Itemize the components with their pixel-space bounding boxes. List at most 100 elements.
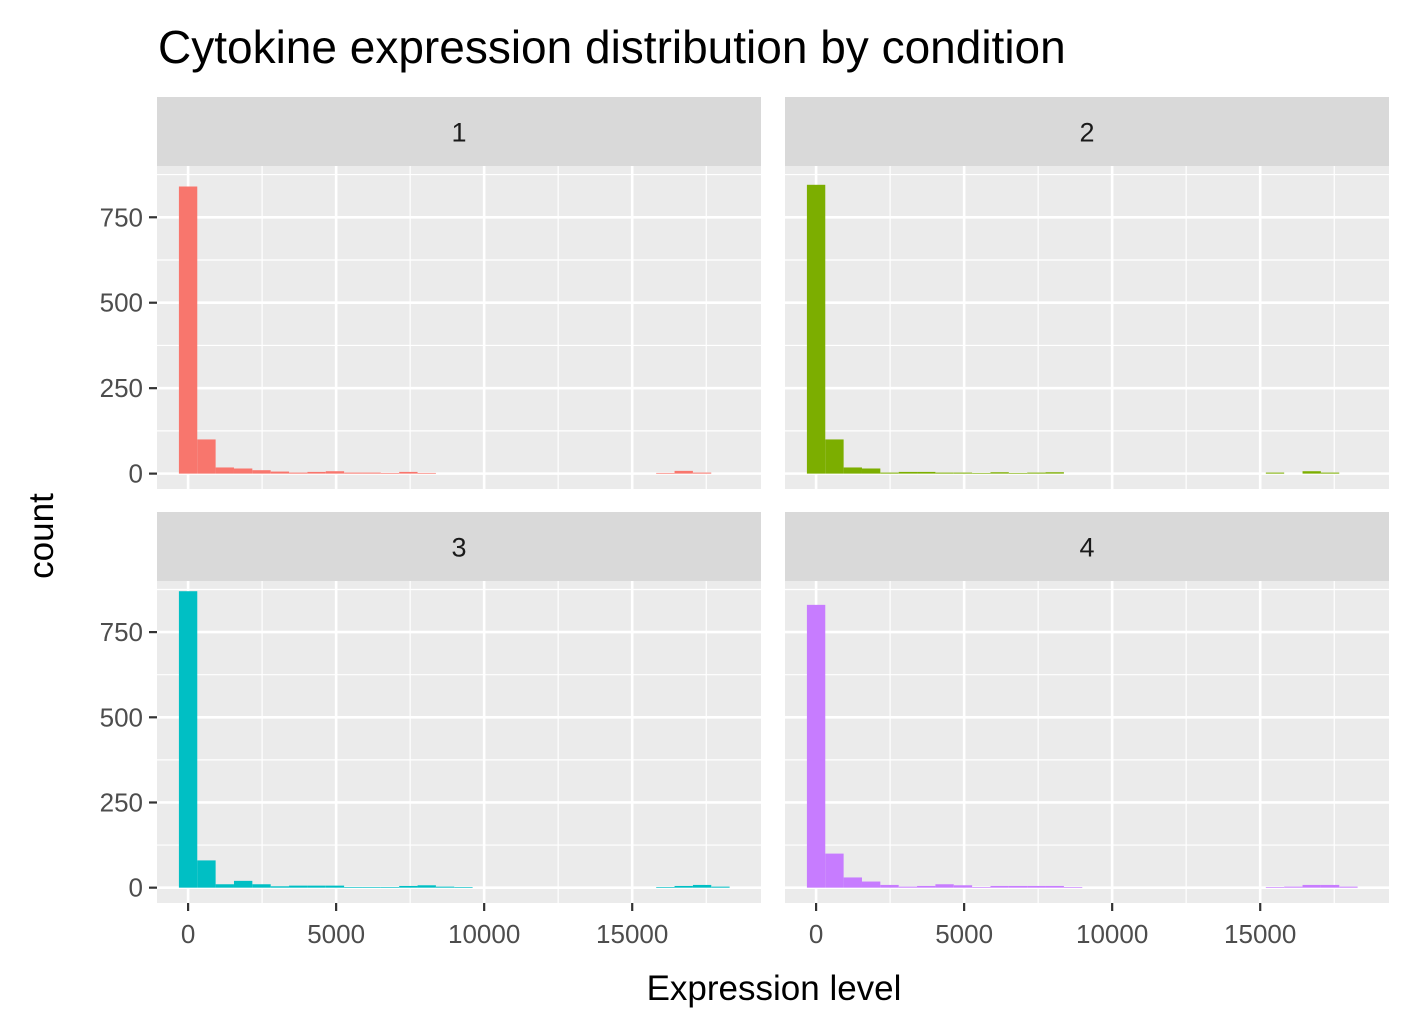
histogram-bar xyxy=(1008,885,1028,888)
histogram-bar xyxy=(380,472,400,474)
y-axis-tick-label: 250 xyxy=(100,373,143,403)
histogram-bar xyxy=(1027,472,1046,474)
facet-panel-2: 2 xyxy=(785,97,1389,489)
y-axis-tick-label: 750 xyxy=(100,202,143,232)
panel-background xyxy=(785,166,1389,489)
histogram-bar xyxy=(325,471,345,474)
histogram-bar xyxy=(1045,885,1064,888)
histogram-bar xyxy=(270,886,290,888)
histogram-bar xyxy=(1265,472,1285,474)
x-axis-tick-label: 5000 xyxy=(935,919,993,949)
histogram-bar xyxy=(252,884,271,888)
histogram-bar xyxy=(917,471,936,474)
histogram-bar xyxy=(825,853,844,888)
histogram-bar xyxy=(1063,886,1083,888)
histogram-bar xyxy=(435,886,455,888)
x-axis-tick-label: 5000 xyxy=(307,919,365,949)
facet-strip-label: 4 xyxy=(1079,533,1094,563)
histogram-bar xyxy=(917,885,936,888)
histogram-bar xyxy=(674,885,693,888)
y-axis-tick-label: 750 xyxy=(100,617,143,647)
histogram-bar xyxy=(1320,884,1340,888)
y-axis-tick-label: 500 xyxy=(100,288,143,318)
histogram-bar xyxy=(1302,471,1321,474)
histogram-bar xyxy=(674,470,693,474)
histogram-bar xyxy=(197,860,216,888)
histogram-bar xyxy=(1265,886,1285,888)
histogram-bar xyxy=(972,886,991,888)
panel-background xyxy=(785,581,1389,903)
histogram-bar xyxy=(953,472,973,474)
facet-strip xyxy=(157,512,761,581)
histogram-bar xyxy=(215,467,234,474)
histogram-bar xyxy=(692,884,712,888)
histogram-bar xyxy=(656,886,675,888)
histogram-bar xyxy=(454,886,473,888)
facet-strip xyxy=(785,97,1389,166)
facet-panel-3: 3 0 250 500 750 0 5000 10000 15000 xyxy=(100,512,761,949)
x-axis-title: Expression level xyxy=(647,969,902,1008)
panel-background xyxy=(157,166,761,489)
facet-panel-4: 4 0 5000 10000 15000 xyxy=(785,512,1389,949)
histogram-bar xyxy=(417,885,436,888)
histogram-bar xyxy=(233,880,253,888)
histogram-bar xyxy=(861,468,881,474)
facet-panel-1: 1 0 250 500 750 xyxy=(100,97,761,489)
histogram-bar xyxy=(362,472,381,474)
x-axis-tick-label: 0 xyxy=(181,919,195,949)
histogram-bar xyxy=(289,885,308,888)
histogram-bar xyxy=(1320,472,1340,474)
facet-strip-label: 2 xyxy=(1079,118,1094,148)
histogram-bar xyxy=(990,472,1009,474)
y-axis-tick-label: 250 xyxy=(100,787,143,817)
histogram-bar xyxy=(380,886,400,888)
histogram-bar xyxy=(1027,885,1046,888)
x-axis-tick-label: 15000 xyxy=(1224,919,1296,949)
histogram-bar xyxy=(399,471,418,474)
panel-background xyxy=(157,581,761,903)
chart-title: Cytokine expression distribution by cond… xyxy=(158,21,1066,73)
histogram-bar xyxy=(233,468,253,474)
histogram-bar xyxy=(252,470,271,474)
y-axis-tick-label: 0 xyxy=(129,459,143,489)
x-axis-tick-label: 15000 xyxy=(596,919,668,949)
histogram-bar xyxy=(417,472,436,474)
facet-strip-label: 3 xyxy=(451,533,466,563)
histogram-bar xyxy=(843,877,862,888)
histogram-bar xyxy=(935,472,954,474)
histogram-bar xyxy=(825,439,844,474)
histogram-bar xyxy=(972,472,991,474)
x-axis-tick-label: 0 xyxy=(809,919,823,949)
facet-strip xyxy=(785,512,1389,581)
histogram-bar xyxy=(861,881,881,888)
histogram-bar xyxy=(692,472,712,474)
histogram-bar xyxy=(880,472,899,474)
histogram-bar xyxy=(898,886,918,888)
histogram-bar xyxy=(1008,472,1028,474)
histogram-bar xyxy=(806,604,826,888)
histogram-bar xyxy=(898,471,918,474)
histogram-bar xyxy=(1302,884,1321,888)
y-axis-title: count xyxy=(22,493,61,579)
x-axis-tick-label: 10000 xyxy=(448,919,520,949)
histogram-bar xyxy=(1339,886,1358,888)
histogram-bar xyxy=(953,885,973,888)
histogram-bar xyxy=(344,472,363,474)
histogram-bar xyxy=(1045,472,1064,474)
histogram-bar xyxy=(656,472,675,474)
histogram-bar xyxy=(806,184,826,474)
histogram-bar xyxy=(1284,886,1303,888)
facet-panels: 1 0 250 500 750 2 3 0 250 500 750 0 5000 10000 15000 4 0… xyxy=(100,97,1389,949)
histogram-bar xyxy=(325,885,345,888)
histogram-bar xyxy=(307,885,326,888)
histogram-bar xyxy=(990,885,1009,888)
y-axis-tick-label: 500 xyxy=(100,702,143,732)
facet-strip-label: 1 xyxy=(451,118,466,148)
histogram-bar xyxy=(711,886,730,888)
histogram-bar xyxy=(843,467,862,474)
histogram-bar xyxy=(270,471,290,474)
histogram-bar xyxy=(215,884,234,888)
histogram-bar xyxy=(289,472,308,474)
facet-strip xyxy=(157,97,761,166)
